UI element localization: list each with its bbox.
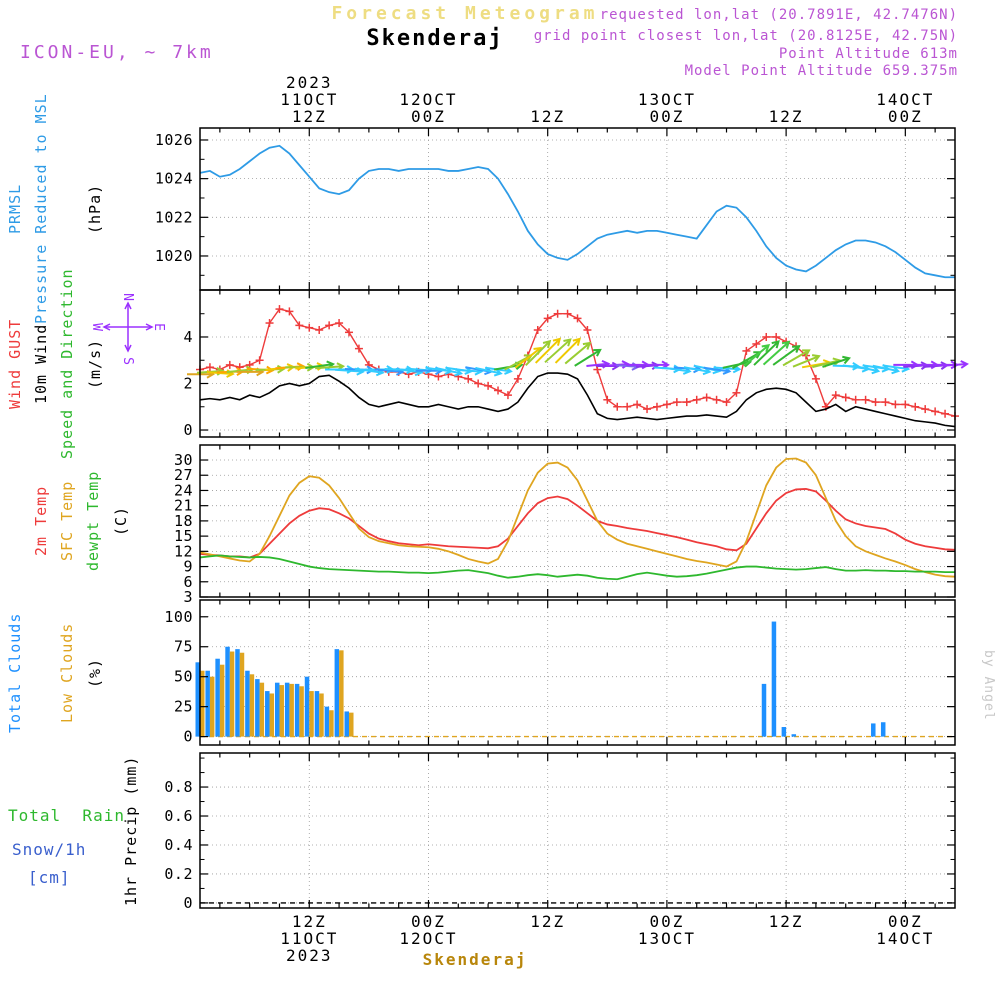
svg-text:18: 18 xyxy=(174,512,193,530)
svg-text:0.4: 0.4 xyxy=(164,836,193,854)
svg-text:14OCT: 14OCT xyxy=(876,90,934,109)
svg-text:11OCT: 11OCT xyxy=(280,90,338,109)
svg-text:13OCT: 13OCT xyxy=(638,929,696,948)
svg-text:12Z: 12Z xyxy=(769,912,804,931)
page-supertitle: Forecast Meteogram xyxy=(331,3,599,24)
svg-text:12Z: 12Z xyxy=(769,107,804,126)
svg-text:75: 75 xyxy=(174,638,193,656)
point-altitude: Point Altitude 613m xyxy=(778,46,958,62)
svg-text:6: 6 xyxy=(183,573,193,591)
svg-text:N: N xyxy=(120,293,135,301)
svg-text:2023: 2023 xyxy=(286,73,333,92)
precip-cm-label: [cm] xyxy=(28,868,71,887)
svg-text:12Z: 12Z xyxy=(292,107,327,126)
svg-text:15: 15 xyxy=(174,527,193,545)
svg-text:1026: 1026 xyxy=(155,131,193,149)
grid-point-coords: grid point closest lon,lat (20.8125E, 42… xyxy=(533,28,958,44)
svg-text:13OCT: 13OCT xyxy=(638,90,696,109)
svg-text:00Z: 00Z xyxy=(888,107,923,126)
svg-text:25: 25 xyxy=(174,698,193,716)
svg-text:00Z: 00Z xyxy=(649,107,684,126)
svg-text:00Z: 00Z xyxy=(649,912,684,931)
svg-text:00Z: 00Z xyxy=(411,107,446,126)
svg-text:9: 9 xyxy=(183,558,193,576)
svg-text:11OCT: 11OCT xyxy=(280,929,338,948)
page-title: Skenderaj xyxy=(366,26,504,51)
svg-text:21: 21 xyxy=(174,497,193,515)
model-label: ICON-EU, ~ 7km xyxy=(20,42,214,63)
svg-text:2023: 2023 xyxy=(286,946,333,965)
svg-text:1024: 1024 xyxy=(155,170,193,188)
svg-text:0: 0 xyxy=(183,894,193,912)
precip-total-rain-label: Total Rain xyxy=(8,806,125,825)
svg-text:50: 50 xyxy=(174,668,193,686)
svg-text:0: 0 xyxy=(183,421,193,439)
precip-snow-label: Snow/1h xyxy=(12,840,87,859)
svg-text:12: 12 xyxy=(174,542,193,560)
svg-text:100: 100 xyxy=(164,608,193,626)
footer-station-label: Skenderaj xyxy=(422,950,528,969)
svg-text:4: 4 xyxy=(183,328,193,346)
watermark: by Angel xyxy=(981,650,996,721)
svg-text:0.2: 0.2 xyxy=(164,865,193,883)
svg-text:30: 30 xyxy=(174,451,193,469)
svg-text:12Z: 12Z xyxy=(530,912,565,931)
svg-text:2: 2 xyxy=(183,375,193,393)
svg-text:0: 0 xyxy=(183,728,193,746)
svg-text:0.8: 0.8 xyxy=(164,778,193,796)
svg-text:24: 24 xyxy=(174,481,193,499)
svg-text:3: 3 xyxy=(183,588,193,606)
svg-text:12Z: 12Z xyxy=(530,107,565,126)
model-point-altitude: Model Point Altitude 659.375m xyxy=(684,63,958,79)
svg-text:12OCT: 12OCT xyxy=(399,90,457,109)
svg-text:E: E xyxy=(151,323,166,331)
svg-text:S: S xyxy=(120,357,135,365)
svg-text:1020: 1020 xyxy=(155,247,193,265)
svg-text:12Z: 12Z xyxy=(292,912,327,931)
svg-text:W: W xyxy=(89,323,104,331)
svg-text:00Z: 00Z xyxy=(888,912,923,931)
svg-text:27: 27 xyxy=(174,466,193,484)
svg-text:14OCT: 14OCT xyxy=(876,929,934,948)
svg-text:1022: 1022 xyxy=(155,208,193,226)
svg-text:00Z: 00Z xyxy=(411,912,446,931)
svg-text:12OCT: 12OCT xyxy=(399,929,457,948)
requested-coords: requested lon,lat (20.7891E, 42.7476N) xyxy=(599,7,958,23)
svg-text:0.6: 0.6 xyxy=(164,807,193,825)
